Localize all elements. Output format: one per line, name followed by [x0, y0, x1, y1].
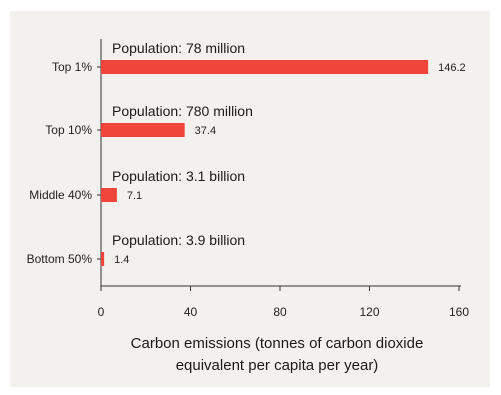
x-tick-label: 80 — [273, 305, 287, 319]
x-tick-label: 0 — [98, 305, 105, 319]
category-label: Middle 40% — [29, 188, 92, 202]
bar — [101, 123, 185, 137]
category-label: Bottom 50% — [27, 252, 93, 266]
value-label: 146.2 — [438, 62, 466, 74]
bar — [101, 60, 429, 74]
x-axis-title-line-1: Carbon emissions (tonnes of carbon dioxi… — [131, 335, 424, 352]
value-label: 7.1 — [127, 190, 142, 202]
chart-panel: 0 40 80 120 160 Top 1% 146.2 Population: 78 mil… — [10, 11, 490, 387]
x-axis-title-line-2: equivalent per capita per year) — [176, 357, 379, 374]
bar — [101, 188, 117, 202]
value-label: 37.4 — [195, 125, 216, 137]
population-annotation: Population: 78 million — [112, 40, 245, 56]
x-tick-label: 40 — [184, 305, 198, 319]
emissions-bar-chart: 0 40 80 120 160 Top 1% 146.2 Population: 78 mil… — [27, 39, 469, 374]
x-tick-label: 120 — [359, 305, 379, 319]
population-annotation: Population: 3.1 billion — [112, 168, 245, 184]
bar — [101, 252, 105, 266]
value-label: 1.4 — [114, 254, 129, 266]
population-annotation: Population: 780 million — [112, 103, 253, 119]
x-tick-label: 160 — [449, 305, 469, 319]
category-label: Top 10% — [45, 123, 92, 137]
category-label: Top 1% — [52, 60, 92, 74]
population-annotation: Population: 3.9 billion — [112, 232, 245, 248]
